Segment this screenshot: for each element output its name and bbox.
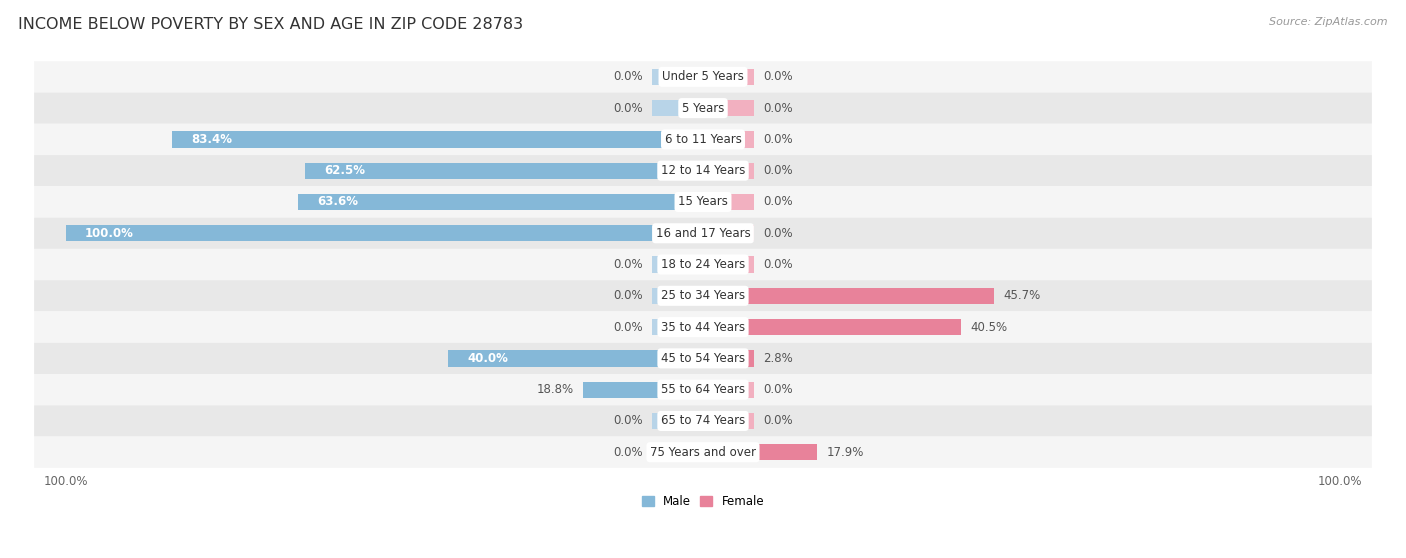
FancyBboxPatch shape [34,218,1372,249]
FancyBboxPatch shape [34,311,1372,343]
Text: 18.8%: 18.8% [537,383,574,396]
Text: 0.0%: 0.0% [763,164,793,177]
Bar [652,319,703,335]
Text: 63.6%: 63.6% [316,195,359,209]
Bar [703,319,960,335]
Text: 40.0%: 40.0% [467,352,508,365]
Text: 55 to 64 Years: 55 to 64 Years [661,383,745,396]
Text: 0.0%: 0.0% [763,70,793,83]
Text: 83.4%: 83.4% [191,133,232,146]
Bar [703,69,754,85]
Bar [449,350,703,367]
Bar [703,131,754,147]
Text: 0.0%: 0.0% [613,102,643,114]
Text: 0.0%: 0.0% [763,415,793,427]
Bar [652,69,703,85]
Text: 6 to 11 Years: 6 to 11 Years [665,133,741,146]
Text: 0.0%: 0.0% [763,195,793,209]
FancyBboxPatch shape [34,93,1372,124]
FancyBboxPatch shape [34,343,1372,374]
Bar [652,413,703,429]
Text: 0.0%: 0.0% [613,321,643,334]
Text: 12 to 14 Years: 12 to 14 Years [661,164,745,177]
Text: 16 and 17 Years: 16 and 17 Years [655,227,751,240]
Text: 75 Years and over: 75 Years and over [650,446,756,459]
FancyBboxPatch shape [34,374,1372,405]
Bar [703,225,754,242]
Bar [703,444,817,460]
Text: 0.0%: 0.0% [613,446,643,459]
Text: 35 to 44 Years: 35 to 44 Years [661,321,745,334]
Text: 65 to 74 Years: 65 to 74 Years [661,415,745,427]
Bar [298,194,703,210]
Bar [652,444,703,460]
Text: 0.0%: 0.0% [613,70,643,83]
Text: 0.0%: 0.0% [763,258,793,271]
Bar [66,225,703,242]
Bar [172,131,703,147]
Text: 45 to 54 Years: 45 to 54 Years [661,352,745,365]
Bar [703,257,754,273]
FancyBboxPatch shape [34,124,1372,155]
FancyBboxPatch shape [34,280,1372,311]
Text: 45.7%: 45.7% [1004,290,1040,302]
FancyBboxPatch shape [34,186,1372,218]
Bar [305,162,703,179]
Text: 5 Years: 5 Years [682,102,724,114]
FancyBboxPatch shape [34,405,1372,436]
Text: 17.9%: 17.9% [827,446,863,459]
Bar [652,100,703,116]
FancyBboxPatch shape [34,61,1372,93]
Text: 0.0%: 0.0% [613,258,643,271]
Bar [703,350,754,367]
Text: INCOME BELOW POVERTY BY SEX AND AGE IN ZIP CODE 28783: INCOME BELOW POVERTY BY SEX AND AGE IN Z… [18,17,523,32]
Text: 25 to 34 Years: 25 to 34 Years [661,290,745,302]
Text: 62.5%: 62.5% [323,164,366,177]
Text: 0.0%: 0.0% [763,133,793,146]
Text: Under 5 Years: Under 5 Years [662,70,744,83]
Text: 40.5%: 40.5% [970,321,1008,334]
Bar [703,382,754,398]
Bar [652,288,703,304]
Text: 0.0%: 0.0% [763,383,793,396]
FancyBboxPatch shape [34,249,1372,280]
Text: 0.0%: 0.0% [763,227,793,240]
Bar [652,257,703,273]
Text: Source: ZipAtlas.com: Source: ZipAtlas.com [1270,17,1388,27]
Bar [703,162,754,179]
Text: 15 Years: 15 Years [678,195,728,209]
Text: 2.8%: 2.8% [763,352,793,365]
Text: 18 to 24 Years: 18 to 24 Years [661,258,745,271]
Bar [583,382,703,398]
Legend: Male, Female: Male, Female [637,490,769,513]
FancyBboxPatch shape [34,436,1372,468]
Text: 0.0%: 0.0% [763,102,793,114]
Text: 0.0%: 0.0% [613,415,643,427]
Text: 0.0%: 0.0% [613,290,643,302]
Bar [703,100,754,116]
Bar [703,413,754,429]
Text: 100.0%: 100.0% [86,227,134,240]
Bar [703,288,994,304]
Bar [703,194,754,210]
FancyBboxPatch shape [34,155,1372,186]
